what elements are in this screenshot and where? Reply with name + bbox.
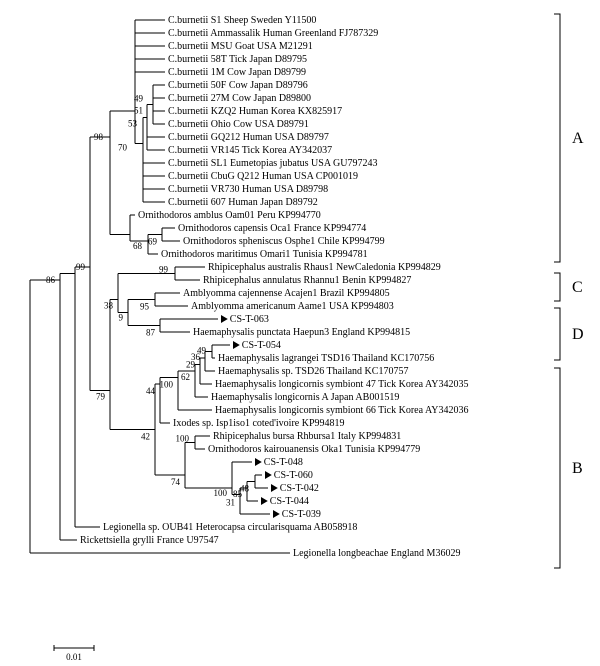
tip-label: Haemaphysalis punctata Haepun3 England K… xyxy=(193,327,410,338)
bootstrap-value: 31 xyxy=(226,498,235,508)
tip-label: Legionella sp. OUB41 Heterocapsa circula… xyxy=(103,522,357,533)
tip-label: Amblyomma cajennense Acajen1 Brazil KP99… xyxy=(183,288,390,299)
tip-label: CS-T-060 xyxy=(274,470,313,481)
bootstrap-value: 74 xyxy=(171,477,181,487)
tip-label: C.burnetii 50F Cow Japan D89796 xyxy=(168,80,308,91)
clade-label: D xyxy=(572,326,584,343)
tip-label: Rhipicephalus annulatus Rhannu1 Benin KP… xyxy=(203,275,411,286)
tip-label: Haemaphysalis longicornis symbiont 66 Ti… xyxy=(215,405,469,416)
bootstrap-value: 44 xyxy=(146,386,156,396)
clade-label: B xyxy=(572,460,583,477)
tip-label: C.burnetii S1 Sheep Sweden Y11500 xyxy=(168,15,316,26)
bootstrap-value: 9 xyxy=(119,313,124,323)
bootstrap-value: 70 xyxy=(118,143,128,153)
bootstrap-value: 38 xyxy=(104,301,114,311)
tip-label: CS-T-054 xyxy=(242,340,281,351)
tip-label: CS-T-039 xyxy=(282,509,321,520)
tip-label: Rhipicephalus australis Rhaus1 NewCaledo… xyxy=(208,262,441,273)
tip-label: Rickettsiella grylli France U97547 xyxy=(80,535,219,546)
tip-label: CS-T-063 xyxy=(230,314,269,325)
bootstrap-value: 99 xyxy=(76,262,86,272)
tip-label: Legionella longbeachae England M36029 xyxy=(293,548,460,559)
tip-label: C.burnetii Ammassalik Human Greenland FJ… xyxy=(168,28,378,39)
tip-label: CS-T-042 xyxy=(280,483,319,494)
bootstrap-value: 49 xyxy=(134,94,144,104)
bootstrap-value: 62 xyxy=(181,372,190,382)
tip-label: CS-T-044 xyxy=(270,496,309,507)
tip-label: Rhipicephalus bursa Rhbursa1 Italy KP994… xyxy=(213,431,401,442)
tip-label: C.burnetii Ohio Cow USA D89791 xyxy=(168,119,309,130)
bootstrap-value: 51 xyxy=(134,106,143,116)
tip-label: CS-T-048 xyxy=(264,457,303,468)
tip-label: C.burnetii MSU Goat USA M21291 xyxy=(168,41,313,52)
tip-label: Ornithodoros spheniscus Osphe1 Chile KP9… xyxy=(183,236,385,247)
tip-label: Ornithodoros amblus Oam01 Peru KP994770 xyxy=(138,210,321,221)
tip-label: C.burnetii CbuG Q212 Human USA CP001019 xyxy=(168,171,358,182)
clade-label: A xyxy=(572,130,584,147)
tip-label: Haemaphysalis longicornis A Japan AB0015… xyxy=(211,392,399,403)
bootstrap-value: 100 xyxy=(160,380,174,390)
tip-label: Ornithodoros maritimus Omari1 Tunisia KP… xyxy=(161,249,368,260)
clade-label: C xyxy=(572,279,583,296)
bootstrap-value: 87 xyxy=(146,328,156,338)
bootstrap-value: 53 xyxy=(128,119,138,129)
tip-label: Amblyomma americanum Aame1 USA KP994803 xyxy=(191,301,394,312)
tip-label: C.burnetii GQ212 Human USA D89797 xyxy=(168,132,329,143)
tip-label: C.burnetii 607 Human Japan D89792 xyxy=(168,197,318,208)
scale-bar-label: 0.01 xyxy=(66,652,82,662)
tip-label: C.burnetii SL1 Eumetopias jubatus USA GU… xyxy=(168,158,377,169)
phylogenetic-tree: C.burnetii S1 Sheep Sweden Y11500 C.burne… xyxy=(0,0,600,666)
bootstrap-value: 99 xyxy=(159,265,169,275)
bootstrap-value: 42 xyxy=(141,432,150,442)
tip-label: C.burnetii VR145 Tick Korea AY342037 xyxy=(168,145,332,156)
tip-label: Haemaphysalis lagrangei TSD16 Thailand K… xyxy=(218,353,434,364)
tip-label: Haemaphysalis longicornis symbiont 47 Ti… xyxy=(215,379,469,390)
bootstrap-value: 95 xyxy=(140,302,150,312)
bootstrap-value: 68 xyxy=(133,241,143,251)
bootstrap-value: 100 xyxy=(176,434,190,444)
tip-label: Haemaphysalis sp. TSD26 Thailand KC17075… xyxy=(218,366,408,377)
tip-label: C.burnetii KZQ2 Human Korea KX825917 xyxy=(168,106,342,117)
bootstrap-value: 29 xyxy=(186,360,196,370)
bootstrap-value: 79 xyxy=(96,392,106,402)
tip-label: Ornithodoros kairouanensis Oka1 Tunisia … xyxy=(208,444,420,455)
bootstrap-value: 86 xyxy=(46,275,56,285)
tip-label: C.burnetii 27M Cow Japan D89800 xyxy=(168,93,311,104)
tip-label: C.burnetii 58T Tick Japan D89795 xyxy=(168,54,307,65)
bootstrap-value: 100 xyxy=(214,488,228,498)
tip-label: C.burnetii 1M Cow Japan D89799 xyxy=(168,67,306,78)
tip-label: C.burnetii VR730 Human USA D89798 xyxy=(168,184,328,195)
tip-label: Ornithodoros capensis Oca1 France KP9947… xyxy=(178,223,366,234)
bootstrap-value: 98 xyxy=(94,132,104,142)
bootstrap-value: 69 xyxy=(148,237,158,247)
tip-label: Ixodes sp. Isp1iso1 coted'ivoire KP99481… xyxy=(173,418,345,429)
